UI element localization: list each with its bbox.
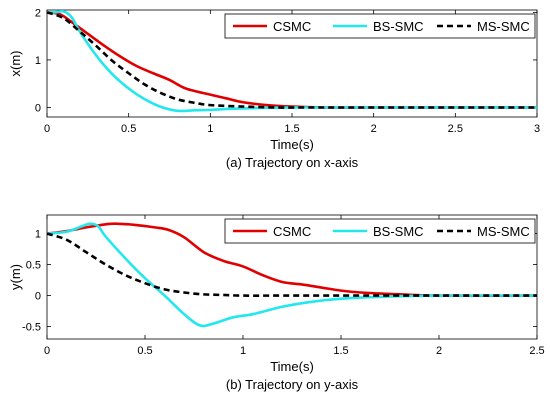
y-tick-label: 0 (35, 291, 41, 303)
series-line-ms-smc (47, 11, 537, 109)
y-tick-label: 1 (35, 229, 41, 241)
x-tick-label: 2.5 (448, 123, 463, 135)
series-line-bs-smc (47, 10, 537, 113)
y-tick-label: 0 (35, 102, 41, 114)
series-line-csmc (47, 222, 537, 297)
legend-label: BS-SMC (373, 19, 424, 34)
x-tick-label: 2 (436, 345, 442, 357)
y-tick-label: 1 (35, 55, 41, 67)
series-line-bs-smc (47, 222, 537, 328)
legend-label: CSMC (273, 224, 311, 239)
legend-label: BS-SMC (373, 224, 424, 239)
y-tick-label: 0.5 (26, 260, 41, 272)
legend-box (224, 13, 536, 39)
series-line-ms-smc (47, 232, 537, 297)
x-tick-label: 1.5 (284, 123, 299, 135)
x-tick-label: 2.5 (529, 345, 544, 357)
chart-0: 0 0.5 1 1.5 2 2.5 3 0 1 2 Time(s) x(m) (a) Trajector… (8, 7, 540, 170)
legend-label: CSMC (273, 19, 311, 34)
x-tick-label: 1.5 (333, 345, 348, 357)
series-group (47, 10, 537, 113)
y-axis-label: y(m) (8, 264, 23, 290)
x-tick-label: 2 (371, 123, 377, 135)
y-axis-label: x(m) (8, 51, 23, 77)
x-tick-label: 1 (240, 345, 246, 357)
legend-label: MS-SMC (477, 224, 530, 239)
plot-frame (46, 214, 538, 340)
y-tick-label: 2 (35, 7, 41, 19)
chart-caption: (a) Trajectory on x-axis (226, 155, 359, 170)
legend-label: MS-SMC (477, 19, 530, 34)
x-tick-label: 0 (44, 123, 50, 135)
legend: CSMC BS-SMC MS-SMC (224, 218, 536, 244)
x-tick-label: 1 (207, 123, 213, 135)
chart-caption: (b) Trajectory on y-axis (226, 377, 359, 392)
x-tick-label: 0.5 (121, 123, 136, 135)
x-axis-label: Time(s) (270, 359, 314, 374)
x-axis-label: Time(s) (270, 137, 314, 152)
series-group (47, 222, 537, 328)
y-tick-label: -0.5 (22, 322, 41, 334)
legend: CSMC BS-SMC MS-SMC (224, 13, 536, 39)
legend-box (224, 218, 536, 244)
x-tick-label: 0.5 (137, 345, 152, 357)
x-tick-label: 0 (44, 345, 50, 357)
x-tick-label: 3 (534, 123, 540, 135)
